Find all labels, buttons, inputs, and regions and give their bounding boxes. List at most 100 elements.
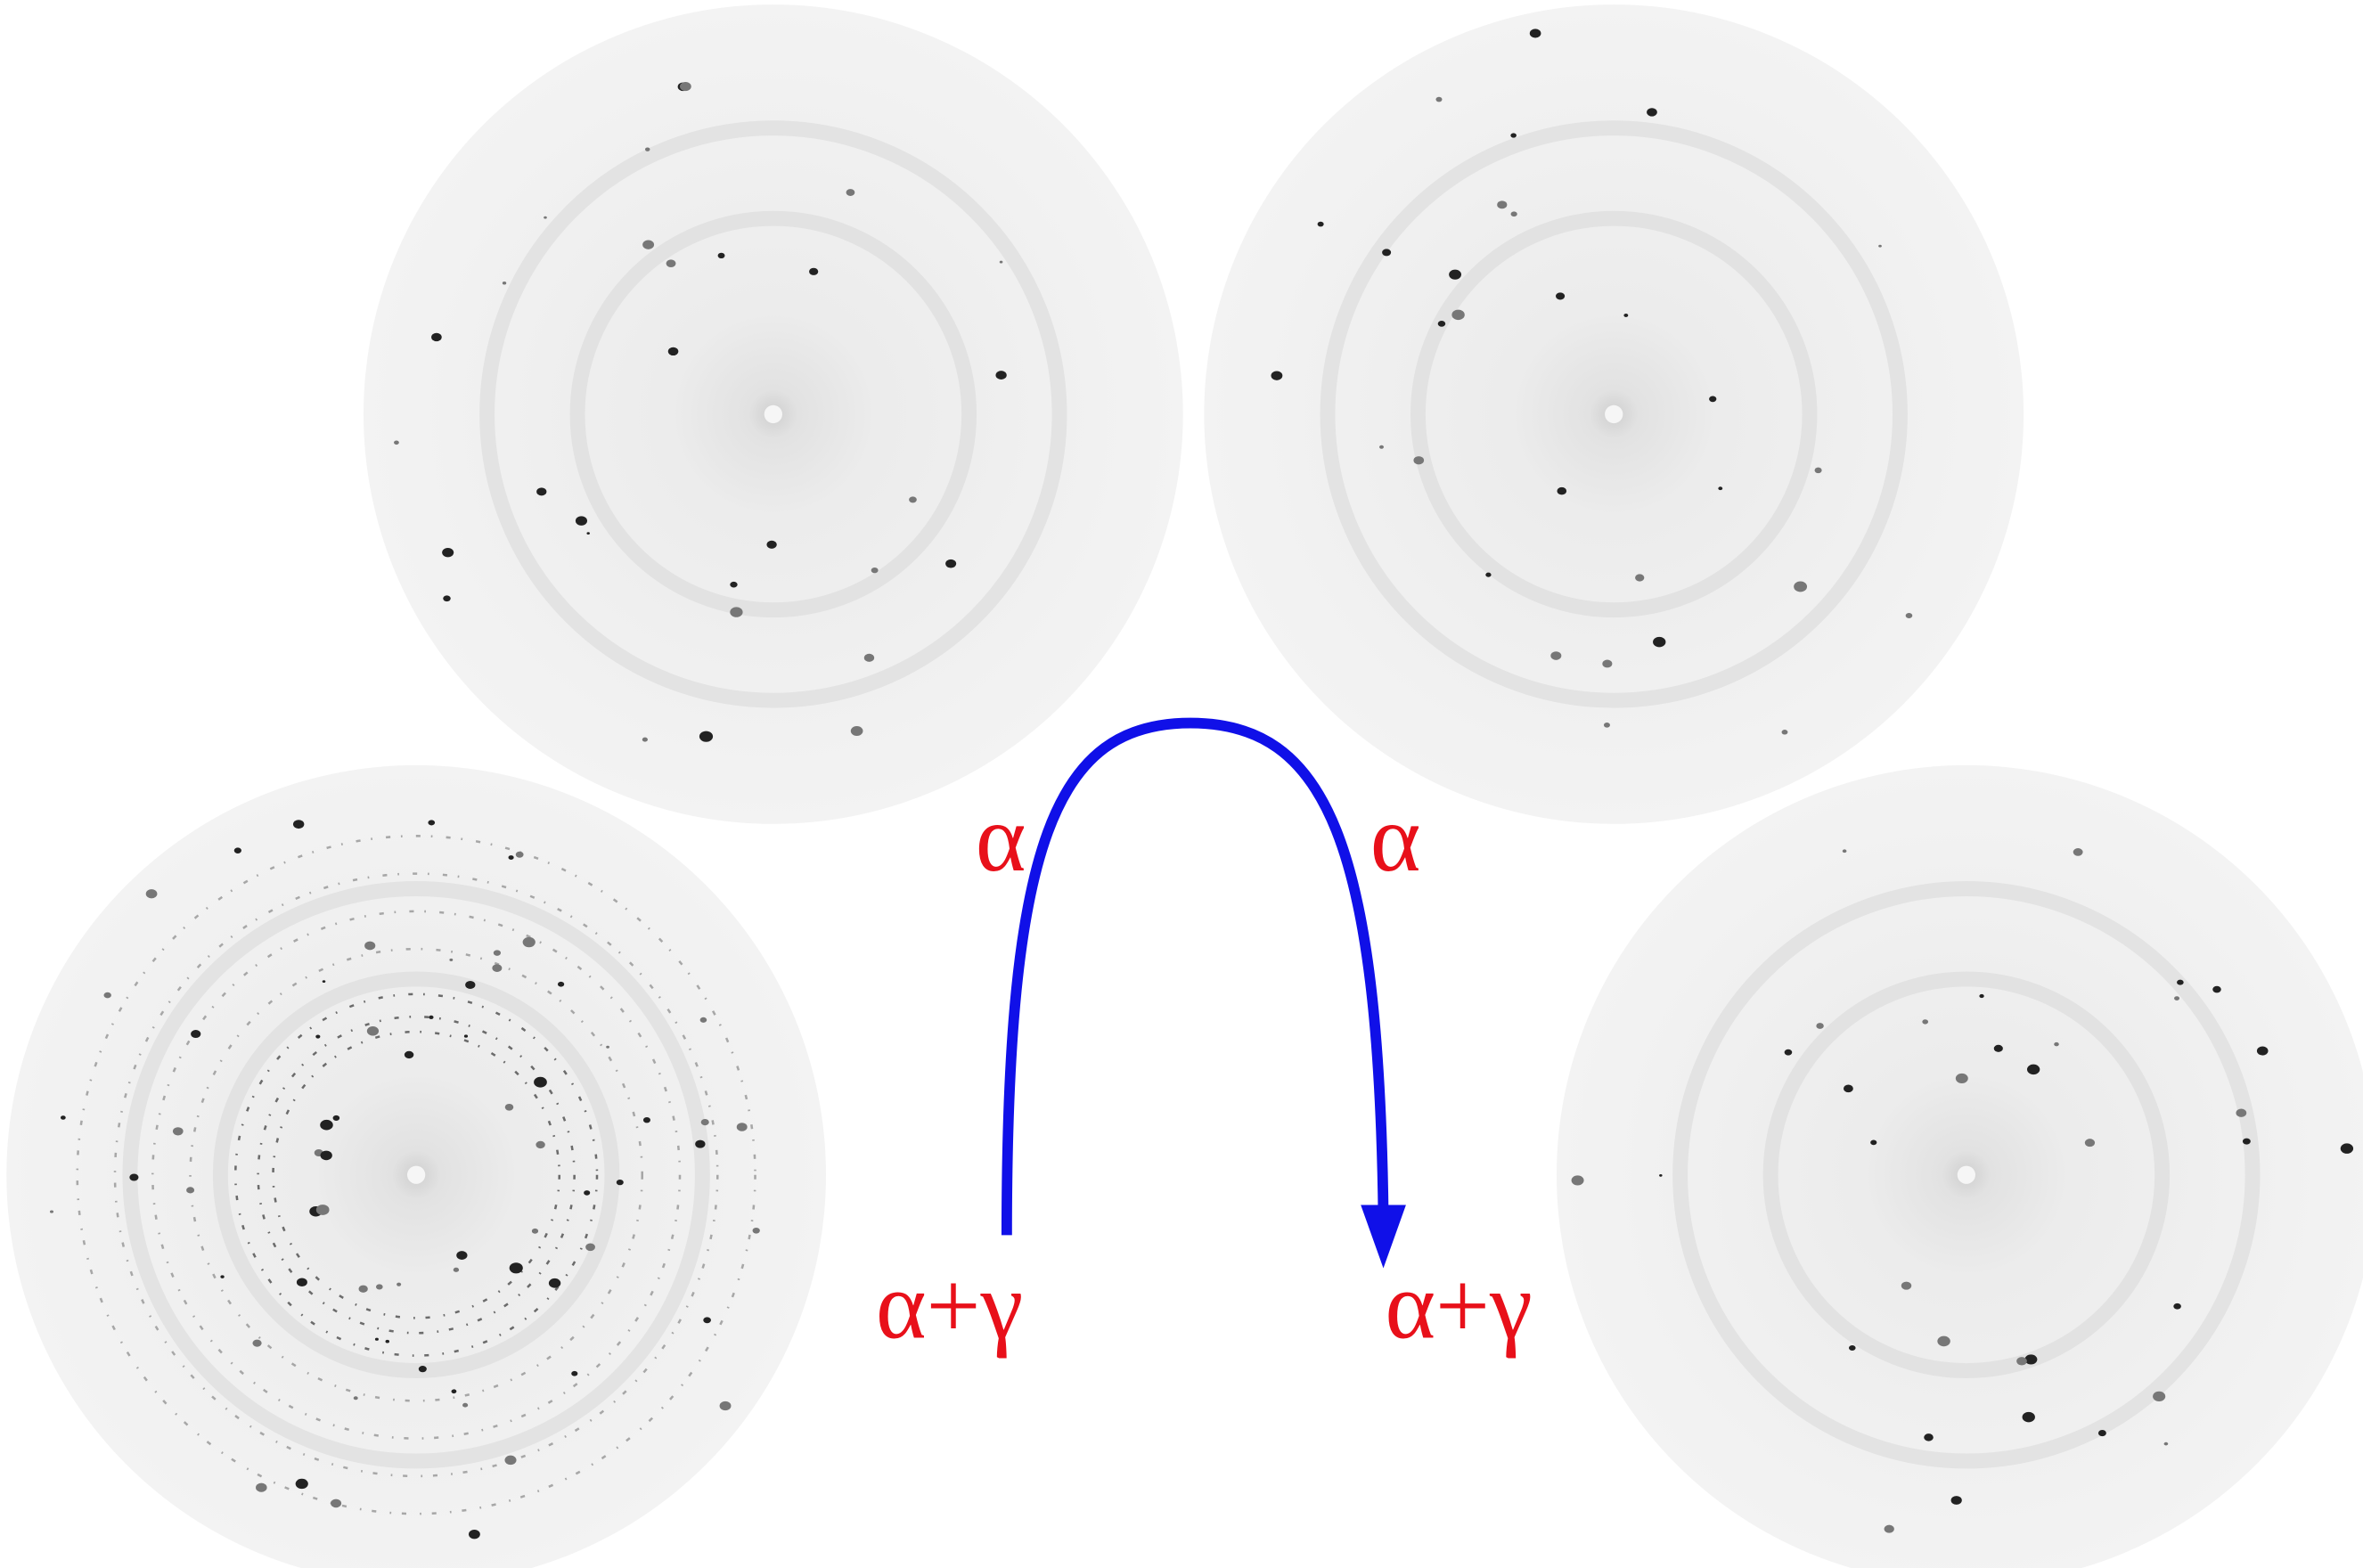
spot [1451,310,1464,321]
spot [146,889,158,898]
spot [256,1483,267,1492]
spot [680,82,691,91]
spot [809,268,818,275]
spot [642,240,654,249]
spot [544,216,547,219]
spot [104,992,111,999]
spot [1511,211,1517,216]
spot [1271,372,1282,380]
spot [2212,986,2221,993]
spot [2073,848,2083,856]
spot [2027,1065,2040,1074]
spot [1635,574,1644,581]
spot [494,950,501,956]
spot [129,1173,138,1180]
spot [2173,1303,2181,1310]
spot [617,1180,624,1185]
spot [1922,1019,1928,1024]
spot [1438,321,1446,327]
spot [1556,292,1565,299]
spot [720,1401,732,1410]
spot [2054,1042,2059,1046]
spot [297,1278,307,1286]
spot [431,333,442,341]
spot [1979,994,1983,998]
spot [234,847,241,853]
label: α [976,786,1026,892]
spot [700,1017,707,1023]
spot [1785,1049,1793,1056]
spot [1956,1074,1968,1083]
beam-stop [407,1166,425,1184]
spot [1647,108,1657,116]
spot [1659,1174,1662,1177]
spot [2341,1143,2353,1153]
spot [668,347,679,355]
spot [456,1251,467,1260]
spot [1379,445,1384,449]
spot [585,1244,595,1252]
spot [2236,1108,2246,1116]
spot [428,820,435,825]
spot [1318,222,1324,227]
spot [516,852,524,858]
spot [191,1030,200,1038]
spot [442,548,454,557]
spot [315,1034,320,1038]
spot [1718,486,1722,490]
spot [1623,314,1628,317]
spot [666,259,676,267]
spot [364,942,375,951]
spot [2164,1442,2169,1446]
spot [1924,1433,1934,1441]
spot [2016,1357,2027,1365]
spot [505,1104,514,1111]
spot [252,1340,261,1347]
spot [718,253,725,258]
spot [1709,396,1716,403]
spot [2085,1139,2095,1147]
spot [1604,723,1610,728]
spot [1816,1023,1823,1029]
spot [642,738,648,742]
spot [2098,1430,2106,1436]
spot [2174,996,2179,1000]
spot [730,607,742,617]
spot [643,1117,650,1123]
spot [534,1077,547,1088]
spot [1572,1175,1584,1185]
spot [386,1340,389,1343]
spot [730,582,737,588]
spot [331,1499,341,1508]
spot [443,595,450,601]
spot [397,1283,401,1286]
spot [296,1479,308,1489]
spot [536,1141,544,1148]
spot [429,1016,433,1019]
beam-stop [764,405,782,423]
spot [1885,1525,1894,1533]
beam-stop [1605,405,1623,423]
spot [1844,1084,1853,1092]
spot [449,959,453,961]
spot [1843,849,1847,853]
spot [465,981,475,989]
spot [586,532,589,535]
spot [358,1286,367,1293]
spot [536,487,546,495]
spot [532,1229,538,1234]
spot [1382,249,1391,256]
spot [321,1151,332,1161]
spot [1449,270,1461,280]
spot [462,1403,468,1408]
spot [376,1284,383,1289]
spot [510,1262,523,1273]
spot [2153,1392,2165,1401]
spot [584,1190,590,1196]
spot [2024,1354,2037,1364]
spot [699,731,713,742]
spot [1530,29,1541,37]
spot [571,1371,577,1376]
spot [375,1338,379,1341]
spot [701,1119,709,1125]
